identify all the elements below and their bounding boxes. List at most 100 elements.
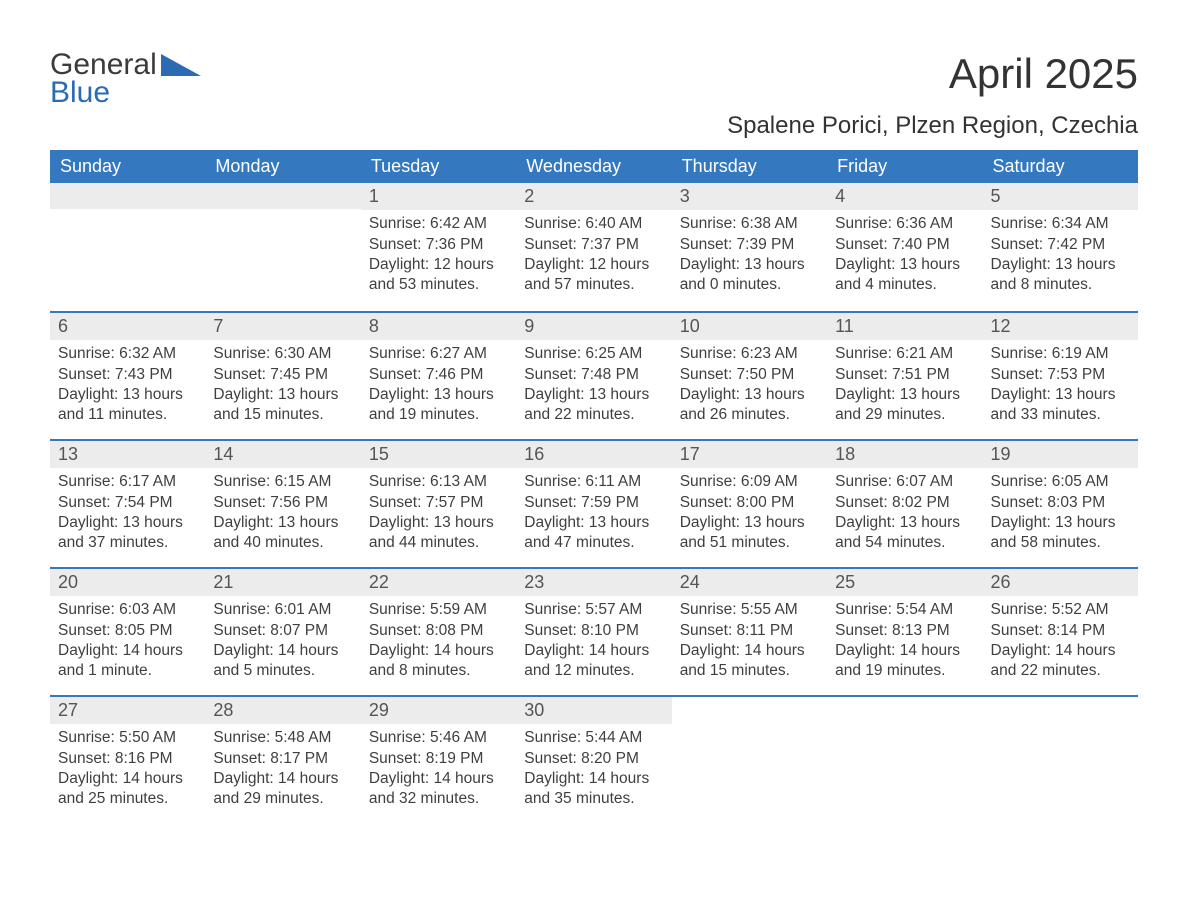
sunset-text: Sunset: 7:43 PM — [58, 365, 197, 385]
daylight-text-1: Daylight: 13 hours — [680, 255, 819, 275]
sunrise-text: Sunrise: 6:15 AM — [213, 472, 352, 492]
daylight-text-2: and 51 minutes. — [680, 533, 819, 553]
day-number: 11 — [827, 313, 982, 340]
day-body: Sunrise: 6:05 AMSunset: 8:03 PMDaylight:… — [983, 468, 1138, 563]
day-cell: 7Sunrise: 6:30 AMSunset: 7:45 PMDaylight… — [205, 313, 360, 439]
daylight-text-1: Daylight: 13 hours — [369, 513, 508, 533]
sunset-text: Sunset: 7:54 PM — [58, 493, 197, 513]
weeks-container: 1Sunrise: 6:42 AMSunset: 7:36 PMDaylight… — [50, 183, 1138, 823]
sunrise-text: Sunrise: 5:55 AM — [680, 600, 819, 620]
daylight-text-1: Daylight: 14 hours — [58, 769, 197, 789]
sunset-text: Sunset: 7:53 PM — [991, 365, 1130, 385]
day-cell: 15Sunrise: 6:13 AMSunset: 7:57 PMDayligh… — [361, 441, 516, 567]
daylight-text-1: Daylight: 13 hours — [991, 513, 1130, 533]
day-body: Sunrise: 6:32 AMSunset: 7:43 PMDaylight:… — [50, 340, 205, 435]
day-cell: 1Sunrise: 6:42 AMSunset: 7:36 PMDaylight… — [361, 183, 516, 311]
day-number: 5 — [983, 183, 1138, 210]
daylight-text-2: and 8 minutes. — [991, 275, 1130, 295]
daylight-text-1: Daylight: 14 hours — [369, 769, 508, 789]
day-body: Sunrise: 5:48 AMSunset: 8:17 PMDaylight:… — [205, 724, 360, 819]
sunrise-text: Sunrise: 6:11 AM — [524, 472, 663, 492]
day-number: 10 — [672, 313, 827, 340]
day-cell: 8Sunrise: 6:27 AMSunset: 7:46 PMDaylight… — [361, 313, 516, 439]
daylight-text-1: Daylight: 13 hours — [213, 385, 352, 405]
daylight-text-1: Daylight: 12 hours — [524, 255, 663, 275]
day-body: Sunrise: 5:57 AMSunset: 8:10 PMDaylight:… — [516, 596, 671, 691]
day-body: Sunrise: 6:36 AMSunset: 7:40 PMDaylight:… — [827, 210, 982, 305]
daylight-text-2: and 15 minutes. — [213, 405, 352, 425]
sunrise-text: Sunrise: 6:03 AM — [58, 600, 197, 620]
sunrise-text: Sunrise: 6:01 AM — [213, 600, 352, 620]
daylight-text-2: and 15 minutes. — [680, 661, 819, 681]
sunrise-text: Sunrise: 6:34 AM — [991, 214, 1130, 234]
daylight-text-1: Daylight: 14 hours — [213, 641, 352, 661]
daylight-text-1: Daylight: 13 hours — [991, 255, 1130, 275]
sunset-text: Sunset: 8:07 PM — [213, 621, 352, 641]
day-number: 29 — [361, 697, 516, 724]
daylight-text-1: Daylight: 13 hours — [680, 385, 819, 405]
day-number: 23 — [516, 569, 671, 596]
day-number: 16 — [516, 441, 671, 468]
day-cell: 21Sunrise: 6:01 AMSunset: 8:07 PMDayligh… — [205, 569, 360, 695]
day-cell: 22Sunrise: 5:59 AMSunset: 8:08 PMDayligh… — [361, 569, 516, 695]
day-cell: 29Sunrise: 5:46 AMSunset: 8:19 PMDayligh… — [361, 697, 516, 823]
daylight-text-2: and 1 minute. — [58, 661, 197, 681]
day-cell — [50, 183, 205, 311]
day-number: 18 — [827, 441, 982, 468]
day-cell: 11 Sunrise: 6:21 AMSunset: 7:51 PMDayligh… — [827, 313, 982, 439]
sunset-text: Sunset: 7:51 PM — [835, 365, 974, 385]
day-number-bar-empty — [50, 183, 205, 209]
week-row: 1Sunrise: 6:42 AMSunset: 7:36 PMDaylight… — [50, 183, 1138, 311]
day-number: 6 — [50, 313, 205, 340]
sunrise-text: Sunrise: 6:09 AM — [680, 472, 819, 492]
week-row: 6Sunrise: 6:32 AMSunset: 7:43 PMDaylight… — [50, 311, 1138, 439]
sunrise-text: Sunrise: 6:32 AM — [58, 344, 197, 364]
sunrise-text: Sunrise: 6:13 AM — [369, 472, 508, 492]
day-cell: 30Sunrise: 5:44 AMSunset: 8:20 PMDayligh… — [516, 697, 671, 823]
day-body: Sunrise: 6:17 AMSunset: 7:54 PMDaylight:… — [50, 468, 205, 563]
day-number: 30 — [516, 697, 671, 724]
daylight-text-1: Daylight: 14 hours — [835, 641, 974, 661]
daylight-text-2: and 58 minutes. — [991, 533, 1130, 553]
day-number: 4 — [827, 183, 982, 210]
daylight-text-2: and 22 minutes. — [524, 405, 663, 425]
sunrise-text: Sunrise: 6:23 AM — [680, 344, 819, 364]
sunset-text: Sunset: 8:00 PM — [680, 493, 819, 513]
daylight-text-1: Daylight: 13 hours — [58, 385, 197, 405]
day-body: Sunrise: 6:38 AMSunset: 7:39 PMDaylight:… — [672, 210, 827, 305]
day-number: 26 — [983, 569, 1138, 596]
daylight-text-2: and 0 minutes. — [680, 275, 819, 295]
sunrise-text: Sunrise: 5:48 AM — [213, 728, 352, 748]
day-number: 24 — [672, 569, 827, 596]
daylight-text-1: Daylight: 13 hours — [835, 385, 974, 405]
daylight-text-2: and 53 minutes. — [369, 275, 508, 295]
day-body: Sunrise: 5:44 AMSunset: 8:20 PMDaylight:… — [516, 724, 671, 819]
sunrise-text: Sunrise: 6:17 AM — [58, 472, 197, 492]
calendar-grid: SundayMondayTuesdayWednesdayThursdayFrid… — [50, 150, 1138, 823]
daylight-text-1: Daylight: 12 hours — [369, 255, 508, 275]
daylight-text-1: Daylight: 13 hours — [680, 513, 819, 533]
sunset-text: Sunset: 7:37 PM — [524, 235, 663, 255]
sunset-text: Sunset: 7:39 PM — [680, 235, 819, 255]
day-cell: 18Sunrise: 6:07 AMSunset: 8:02 PMDayligh… — [827, 441, 982, 567]
weekday-header-row: SundayMondayTuesdayWednesdayThursdayFrid… — [50, 150, 1138, 183]
sunrise-text: Sunrise: 6:21 AM — [835, 344, 974, 364]
day-cell: 9Sunrise: 6:25 AMSunset: 7:48 PMDaylight… — [516, 313, 671, 439]
day-cell: 4Sunrise: 6:36 AMSunset: 7:40 PMDaylight… — [827, 183, 982, 311]
daylight-text-2: and 54 minutes. — [835, 533, 974, 553]
day-number: 12 — [983, 313, 1138, 340]
day-cell: 20Sunrise: 6:03 AMSunset: 8:05 PMDayligh… — [50, 569, 205, 695]
sunset-text: Sunset: 7:50 PM — [680, 365, 819, 385]
day-body: Sunrise: 6:23 AMSunset: 7:50 PMDaylight:… — [672, 340, 827, 435]
daylight-text-2: and 29 minutes. — [835, 405, 974, 425]
daylight-text-1: Daylight: 14 hours — [524, 641, 663, 661]
sunset-text: Sunset: 8:10 PM — [524, 621, 663, 641]
day-body: Sunrise: 6:03 AMSunset: 8:05 PMDaylight:… — [50, 596, 205, 691]
day-number: 19 — [983, 441, 1138, 468]
daylight-text-2: and 33 minutes. — [991, 405, 1130, 425]
weekday-header: Saturday — [983, 150, 1138, 183]
day-body: Sunrise: 6:01 AMSunset: 8:07 PMDaylight:… — [205, 596, 360, 691]
day-cell: 23Sunrise: 5:57 AMSunset: 8:10 PMDayligh… — [516, 569, 671, 695]
sunset-text: Sunset: 7:40 PM — [835, 235, 974, 255]
sunrise-text: Sunrise: 5:44 AM — [524, 728, 663, 748]
